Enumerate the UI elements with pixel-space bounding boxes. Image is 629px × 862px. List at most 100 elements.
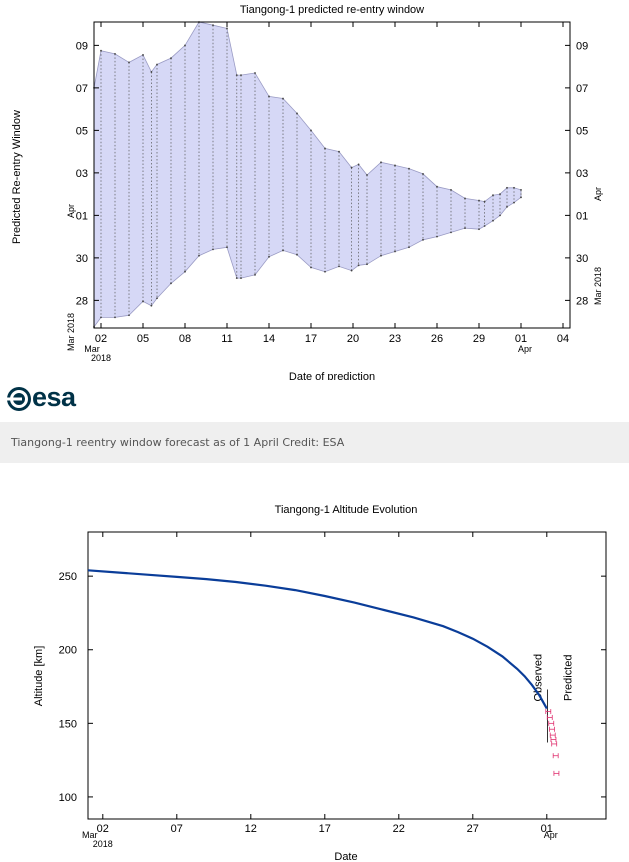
window-lower-point bbox=[150, 304, 153, 307]
window-lower-point bbox=[114, 316, 116, 319]
window-lower-point bbox=[422, 238, 424, 241]
chart-title: Tiangong-1 predicted re-entry window bbox=[240, 4, 424, 16]
window-lower-point bbox=[478, 228, 480, 231]
window-lower-point bbox=[156, 297, 158, 300]
window-upper-point bbox=[128, 61, 130, 64]
window-upper-point bbox=[366, 174, 368, 176]
window-upper-point bbox=[114, 52, 116, 55]
window-lower-point bbox=[128, 314, 130, 317]
y-tick-label-right: 01 bbox=[576, 210, 588, 222]
plot-frame bbox=[93, 21, 571, 329]
x-tick-label: 17 bbox=[305, 333, 317, 345]
x-tick-label: 01 bbox=[515, 333, 527, 345]
window-upper-point bbox=[380, 161, 382, 164]
window-lower-point bbox=[357, 264, 360, 267]
x-tick-label: 14 bbox=[263, 333, 275, 345]
y-tick-label-right: 05 bbox=[576, 125, 588, 137]
x-tick-sublabel: 2018 bbox=[93, 839, 113, 849]
window-upper-point bbox=[150, 71, 153, 73]
window-lower-point bbox=[436, 235, 438, 238]
x-tick-label: 26 bbox=[431, 333, 443, 345]
window-lower-point bbox=[464, 227, 466, 230]
y-tick-label: 03 bbox=[76, 168, 88, 180]
x-tick-sublabel: Apr bbox=[518, 344, 532, 354]
observed-altitude-line bbox=[87, 569, 548, 710]
y-tick-sublabel-right: Apr bbox=[593, 187, 603, 201]
window-upper-point bbox=[464, 197, 466, 200]
window-lower-point bbox=[408, 246, 410, 249]
window-lower-point bbox=[198, 254, 200, 257]
window-lower-point bbox=[226, 246, 228, 249]
window-lower-point bbox=[254, 273, 256, 276]
window-upper-point bbox=[268, 95, 270, 98]
y-tick-label: 100 bbox=[59, 792, 77, 804]
window-lower-point bbox=[394, 250, 396, 253]
window-upper-point bbox=[324, 147, 326, 150]
window-lower-point bbox=[268, 255, 270, 258]
window-lower-point bbox=[240, 277, 242, 279]
x-tick-label: 17 bbox=[319, 823, 331, 835]
x-tick-label: 20 bbox=[347, 333, 359, 345]
window-upper-point bbox=[226, 27, 228, 30]
window-lower-point bbox=[366, 263, 368, 266]
window-upper-point bbox=[254, 72, 256, 74]
window-lower-point bbox=[296, 253, 298, 256]
window-upper-point bbox=[394, 164, 396, 167]
window-lower-point bbox=[513, 201, 515, 204]
x-tick-sublabel: Mar bbox=[84, 344, 100, 354]
x-tick-label: 08 bbox=[179, 333, 191, 345]
window-lower-point bbox=[483, 225, 486, 227]
y-tick-label-right: 03 bbox=[576, 168, 588, 180]
window-upper-point bbox=[436, 185, 438, 188]
window-upper-point bbox=[492, 194, 494, 197]
window-lower-point bbox=[212, 248, 214, 251]
window-upper-point bbox=[282, 97, 284, 100]
window-upper-point bbox=[338, 150, 340, 153]
window-upper-point bbox=[408, 167, 410, 170]
window-upper-point bbox=[310, 129, 312, 132]
reentry-window-band bbox=[93, 21, 522, 329]
x-tick-sublabel: 2018 bbox=[91, 353, 111, 363]
x-tick-sublabel: Apr bbox=[544, 830, 558, 840]
x-tick-label: 23 bbox=[389, 333, 401, 345]
y-tick-label: 250 bbox=[59, 571, 77, 583]
esa-logo-icon bbox=[7, 387, 31, 411]
x-tick-label: 11 bbox=[221, 333, 232, 345]
x-tick-label: 04 bbox=[557, 333, 569, 345]
y-tick-label: 150 bbox=[59, 718, 77, 730]
x-tick-label: 22 bbox=[393, 823, 405, 835]
x-tick-label: 07 bbox=[171, 823, 183, 835]
y-tick-sublabel: Apr bbox=[66, 204, 76, 218]
window-upper-point bbox=[520, 188, 522, 191]
y-tick-label: 30 bbox=[76, 253, 88, 265]
y-tick-label-right: 07 bbox=[576, 83, 588, 95]
window-lower-point bbox=[100, 316, 102, 319]
window-lower-point bbox=[170, 282, 172, 285]
window-lower-point bbox=[499, 214, 501, 217]
window-lower-point bbox=[338, 265, 340, 268]
altitude-evolution-chart: Tiangong-1 Altitude Evolution 02 07 12 17 22… bbox=[33, 504, 607, 862]
window-upper-point bbox=[450, 188, 452, 191]
chart-title: Tiangong-1 Altitude Evolution bbox=[275, 504, 418, 516]
plot-frame bbox=[87, 531, 607, 820]
window-upper-point bbox=[100, 49, 102, 52]
window-lower-point bbox=[282, 249, 284, 252]
window-lower-point bbox=[142, 300, 144, 303]
y-tick-label: 200 bbox=[59, 645, 77, 657]
window-upper-point bbox=[156, 63, 158, 66]
window-upper-point bbox=[240, 74, 242, 77]
window-upper-point bbox=[506, 186, 508, 189]
predicted-annotation: Predicted bbox=[563, 654, 575, 700]
window-upper-point bbox=[483, 200, 486, 203]
window-upper-point bbox=[357, 163, 360, 166]
x-tick-label: 02 bbox=[97, 823, 109, 835]
y-axis-label: Predicted Re-entry Window bbox=[11, 110, 23, 244]
window-lower-point bbox=[492, 219, 494, 222]
window-upper-point bbox=[170, 57, 172, 60]
window-lower-point bbox=[506, 205, 508, 208]
window-lower-point bbox=[450, 231, 452, 234]
window-upper-point bbox=[478, 199, 480, 202]
y-tick-label: 01 bbox=[76, 210, 88, 222]
window-upper-point bbox=[422, 173, 424, 175]
window-upper-point bbox=[142, 54, 144, 56]
